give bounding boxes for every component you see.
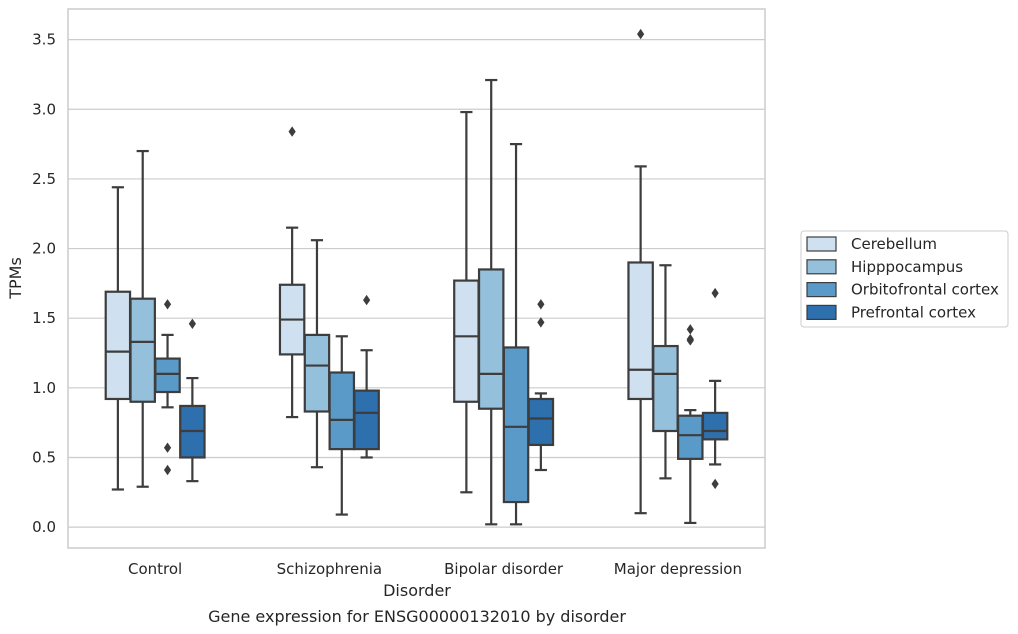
outlier-point — [188, 318, 196, 329]
box — [453, 279, 480, 403]
boxplot-3-1 — [652, 264, 679, 480]
outlier-point — [686, 335, 694, 346]
y-tick-label: 0.5 — [32, 448, 56, 466]
outlier-point — [288, 126, 296, 137]
legend-swatch — [806, 259, 837, 275]
boxplot-0-0 — [104, 186, 132, 491]
box — [627, 261, 654, 401]
legend-label: Orbitofrontal cortex — [851, 281, 999, 299]
box — [527, 397, 555, 447]
outlier-point — [686, 324, 694, 335]
boxplot-3-0 — [627, 28, 654, 515]
outlier-point — [711, 287, 719, 299]
legend-swatch — [806, 304, 837, 320]
x-tick-label: Control — [128, 560, 182, 578]
boxplot-3-3 — [701, 287, 729, 490]
box — [652, 344, 679, 433]
y-tick-label: 1.0 — [32, 379, 56, 397]
boxplot-1-0 — [278, 126, 306, 419]
box — [129, 297, 156, 403]
boxplot-2-0 — [453, 110, 480, 494]
x-tick-label: Schizophrenia — [277, 560, 382, 578]
box — [477, 268, 505, 410]
box — [677, 414, 704, 460]
legend-frame — [800, 230, 1009, 328]
outlier-point — [537, 299, 545, 310]
boxplot-2-3 — [527, 299, 555, 472]
box — [104, 290, 132, 401]
plot-area — [68, 9, 765, 548]
legend-items: Cerebellum Hipppocampus Orbitofrontal cort… — [806, 235, 999, 321]
boxplot-1-3 — [353, 294, 380, 459]
outlier-point — [537, 317, 545, 328]
outlier-point — [163, 464, 172, 476]
outlier-point — [637, 28, 645, 40]
box — [353, 389, 380, 451]
y-axis-title: TPMs — [6, 257, 25, 300]
legend-swatch — [806, 236, 837, 252]
outlier-point — [363, 294, 371, 306]
outlier-point — [163, 299, 172, 310]
y-tick-label: 3.0 — [32, 100, 56, 118]
y-tick-label: 2.5 — [32, 170, 56, 188]
boxplot-0-3 — [179, 318, 206, 483]
boxplot-0-1 — [129, 149, 156, 488]
outlier-point — [163, 442, 172, 453]
legend-label: Cerebellum — [851, 235, 937, 253]
boxplot-2-1 — [477, 78, 505, 526]
x-tick-label: Bipolar disorder — [444, 560, 564, 578]
boxplot-2-2 — [502, 142, 530, 526]
boxes-layer — [104, 28, 729, 526]
boxplot-0-2 — [154, 299, 181, 476]
boxplot-3-2 — [677, 324, 704, 525]
y-tick-label: 0.0 — [32, 518, 56, 536]
legend: Cerebellum Hipppocampus Orbitofrontal cort… — [800, 230, 1009, 328]
x-tick-label: Major depression — [614, 560, 742, 578]
box — [303, 333, 331, 413]
y-tick-label: 3.5 — [32, 31, 56, 49]
box — [502, 346, 530, 504]
boxplot-1-1 — [303, 239, 331, 469]
plot-frame — [67, 8, 766, 549]
y-tick-label: 2.0 — [32, 240, 56, 258]
legend-swatch — [806, 282, 837, 298]
box — [328, 371, 356, 451]
chart-caption: Gene expression for ENSG00000132010 by d… — [208, 607, 626, 626]
legend-label: Hipppocampus — [851, 258, 963, 276]
box — [701, 411, 729, 441]
box — [154, 357, 181, 394]
x-tick-labels: Control Schizophrenia Bipolar disorder Majo… — [128, 560, 742, 578]
boxplot-1-2 — [328, 335, 356, 516]
y-tick-label: 1.5 — [32, 309, 56, 327]
outlier-point — [711, 478, 719, 490]
y-tick-labels: 0.0 0.5 1.0 1.5 2.0 2.5 3.0 3.5 — [32, 31, 56, 536]
x-axis-title: Disorder — [383, 581, 451, 600]
legend-label: Prefrontal cortex — [851, 303, 976, 321]
